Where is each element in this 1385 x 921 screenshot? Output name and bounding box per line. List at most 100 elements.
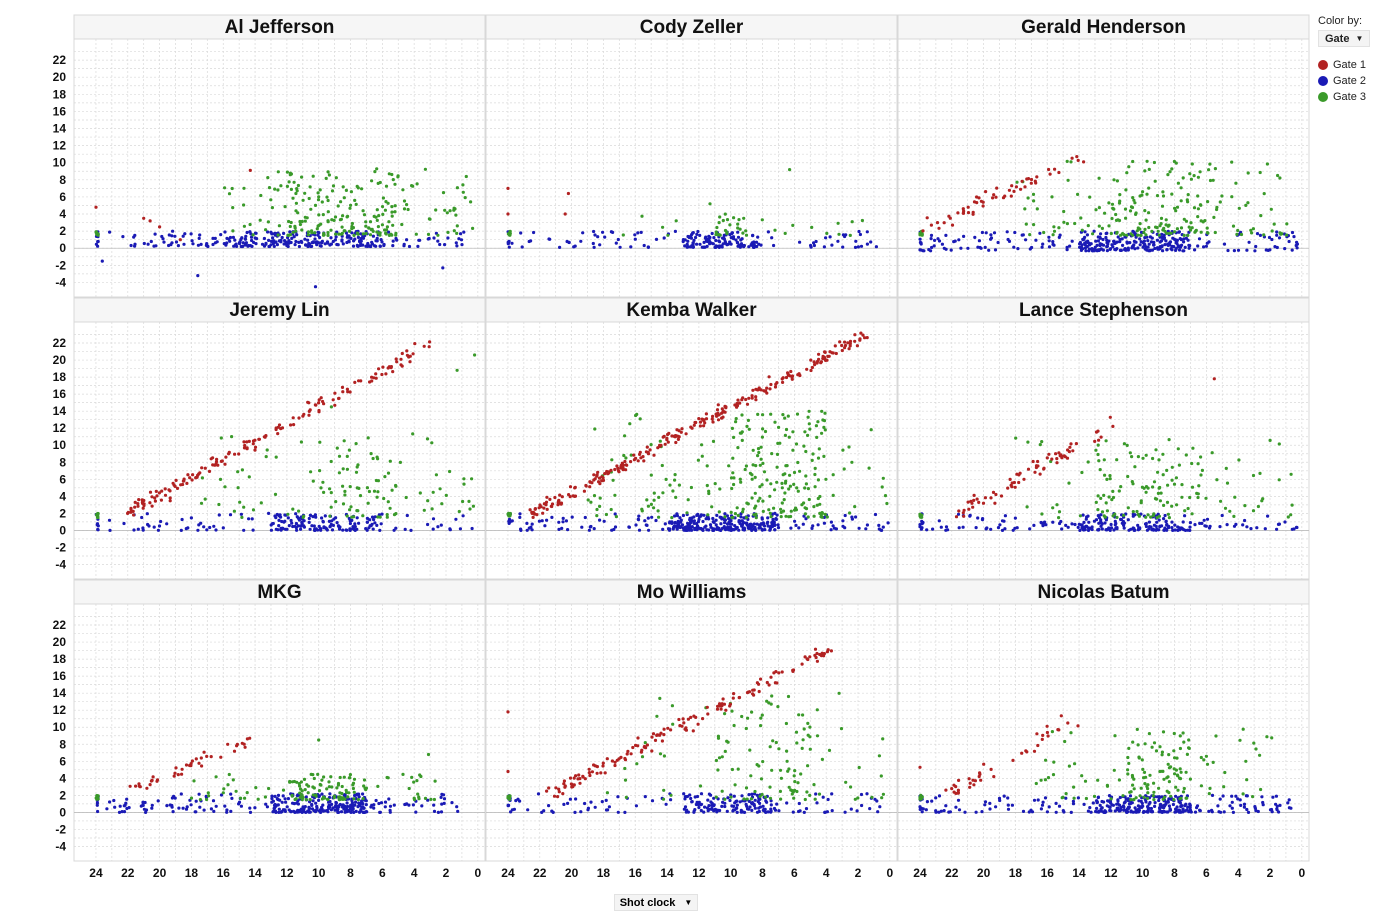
gate3-point: [1024, 222, 1028, 226]
gate2-point: [1097, 516, 1101, 520]
gate3-point: [674, 495, 678, 499]
gate1-point: [148, 219, 152, 223]
gate3-point: [731, 471, 735, 475]
gate2-point: [1234, 522, 1238, 527]
gate2-point: [277, 514, 281, 518]
gate1-point: [167, 488, 171, 492]
gate3-point: [507, 794, 512, 798]
gate1-point: [554, 786, 558, 790]
gate2-point: [162, 240, 166, 244]
gate3-point: [1099, 496, 1103, 500]
gate2-point: [704, 235, 708, 239]
gate3-point: [394, 233, 398, 237]
gate2-point: [351, 244, 356, 248]
gate2-point: [1242, 802, 1247, 806]
gate2-point: [536, 792, 541, 796]
gate3-point: [831, 493, 835, 497]
gate1-point: [640, 748, 644, 752]
gate3-point: [337, 471, 341, 475]
gate2-point: [859, 792, 864, 797]
gate2-point: [304, 243, 308, 247]
gate1-point: [759, 677, 763, 681]
x-tick-label: 24: [89, 866, 103, 880]
gate2-point: [508, 520, 512, 524]
gate2-point: [288, 230, 292, 234]
gate1-point: [803, 655, 807, 659]
gate2-point: [184, 807, 189, 811]
gate3-point: [1136, 455, 1140, 459]
gate3-point: [662, 754, 667, 758]
gate3-point: [1156, 229, 1160, 233]
gate1-point: [809, 358, 813, 362]
gate1-point: [411, 352, 415, 356]
gate1-point: [989, 496, 993, 500]
gate3-point: [364, 231, 368, 236]
gate1-point: [235, 742, 239, 747]
gate1-point: [530, 510, 534, 514]
gate3-point: [666, 233, 670, 237]
gate3-point: [624, 795, 629, 800]
gate3-point: [344, 788, 348, 792]
x-tick-label: 8: [347, 866, 354, 880]
gate2-point: [171, 229, 175, 233]
gate3-point: [797, 713, 801, 717]
gate1-point: [711, 414, 715, 418]
gate3-point: [1086, 224, 1090, 228]
gate3-point: [376, 515, 380, 519]
gate3-point: [454, 213, 458, 217]
gate1-point: [317, 401, 321, 405]
gate2-point: [271, 236, 275, 240]
gate3-point: [1117, 489, 1121, 493]
gate2-point: [717, 244, 721, 248]
gate2-point: [321, 520, 325, 524]
gate2-point: [1144, 524, 1148, 529]
gate2-point: [141, 803, 145, 807]
gate3-point: [820, 409, 824, 413]
gate2-point: [678, 525, 683, 529]
gate2-point: [334, 804, 338, 808]
gate3-point: [334, 176, 338, 180]
gate3-point: [1233, 495, 1237, 499]
gate3-point: [867, 466, 871, 470]
gate2-point: [1103, 521, 1107, 525]
gate2-point: [773, 523, 777, 528]
gate3-point: [354, 442, 358, 446]
gate3-point: [1168, 170, 1172, 174]
gate3-point: [1026, 440, 1030, 444]
gate3-point: [761, 509, 765, 513]
gate1-point: [669, 728, 673, 732]
gate3-point: [223, 485, 227, 489]
gate2-point: [245, 230, 249, 235]
gate3-point: [1154, 497, 1159, 501]
gate3-point: [757, 764, 761, 768]
gate2-point: [1183, 528, 1188, 533]
gate3-point: [351, 783, 355, 787]
gate2-point: [289, 518, 293, 523]
gate3-point: [740, 413, 744, 417]
gate1-point: [307, 401, 311, 405]
gate2-point: [132, 528, 136, 532]
gate3-point: [1111, 206, 1115, 210]
gate3-point: [598, 496, 602, 500]
gate1-point: [838, 340, 842, 344]
gate3-point: [841, 448, 845, 452]
gate3-point: [1206, 200, 1210, 204]
gridlines: [898, 604, 1309, 861]
y-tick-label: 22: [53, 336, 67, 350]
gate3-point: [385, 515, 389, 519]
gate2-point: [1087, 520, 1091, 524]
gate3-point: [245, 791, 249, 795]
gate3-point: [189, 796, 194, 800]
gate1-point: [606, 470, 610, 475]
gate3-point: [734, 420, 738, 424]
gate2-point: [580, 525, 584, 529]
gate2-point: [836, 239, 840, 243]
gate2-point: [714, 523, 718, 527]
gate3-point: [390, 233, 394, 237]
gate2-point: [711, 516, 715, 521]
gate3-point: [289, 172, 293, 176]
panel-mkg: MKG: [73, 579, 486, 862]
gate1-point: [781, 380, 785, 384]
gate1-point: [615, 464, 619, 468]
gate3-point: [312, 776, 316, 781]
